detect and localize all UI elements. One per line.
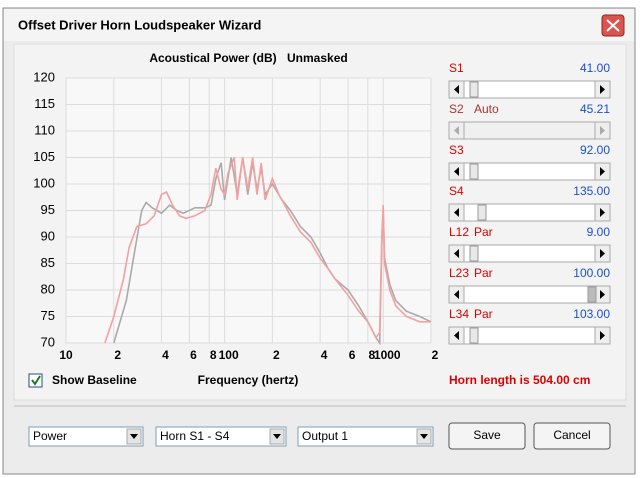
arrow-icon — [600, 167, 605, 176]
y-tick-label: 90 — [41, 228, 55, 243]
button-label[interactable]: Save — [473, 428, 501, 442]
y-tick-label: 80 — [41, 281, 55, 296]
slider-thumb[interactable] — [469, 81, 479, 98]
slider-value: 41.00 — [580, 61, 610, 75]
slider-name: L23 — [449, 266, 469, 280]
dropdown-value[interactable]: Horn S1 - S4 — [160, 429, 230, 443]
y-tick-label: 100 — [33, 175, 55, 190]
checkbox-label[interactable]: Show Baseline — [52, 373, 137, 387]
horn-length: Horn length is 504.00 cm — [449, 373, 590, 387]
y-tick-label: 85 — [41, 255, 55, 270]
button-label[interactable]: Cancel — [553, 428, 590, 442]
arrow-icon — [130, 434, 138, 439]
y-tick-label: 115 — [34, 96, 55, 111]
slider-track[interactable] — [448, 203, 611, 222]
x-tick-label: 1000 — [374, 348, 401, 362]
arrow-icon — [600, 126, 605, 135]
dropdown-value[interactable]: Power — [33, 429, 67, 443]
arrow-icon — [454, 249, 459, 258]
slider-mode: Par — [474, 225, 493, 239]
slider-name: S2 — [449, 102, 464, 116]
arrow-icon — [420, 434, 428, 439]
dropdown[interactable] — [155, 426, 287, 447]
x-axis-label: Frequency (hertz) — [198, 373, 299, 387]
x-tick-label: 100 — [219, 348, 239, 362]
arrow-icon — [273, 434, 281, 439]
arrow-icon — [454, 331, 459, 340]
arrow-icon — [454, 85, 459, 94]
arrow-icon — [454, 290, 459, 299]
slider-value: 9.00 — [587, 225, 611, 239]
chart-title: Acoustical Power (dB) — [149, 51, 276, 65]
arrow-icon — [600, 290, 605, 299]
x-tick-label: 4 — [321, 348, 328, 362]
slider-mode: Par — [474, 266, 493, 280]
slider-track — [448, 121, 611, 140]
slider-thumb[interactable] — [587, 286, 597, 303]
slider-value: 100.00 — [573, 266, 610, 280]
y-tick-label: 70 — [41, 334, 55, 349]
dropdown[interactable] — [297, 426, 434, 447]
arrow-icon — [600, 85, 605, 94]
x-tick-label: 10 — [59, 348, 73, 362]
slider-name: S3 — [449, 143, 464, 157]
slider-thumb[interactable] — [469, 163, 479, 180]
chart-subtitle: Unmasked — [287, 51, 348, 65]
slider-thumb[interactable] — [469, 245, 479, 262]
arrow-icon — [454, 126, 459, 135]
dropdown[interactable] — [28, 426, 144, 447]
button[interactable] — [448, 422, 526, 450]
x-tick-label: 4 — [162, 348, 169, 362]
slider-thumb[interactable] — [469, 327, 479, 344]
slider-name: S4 — [449, 184, 464, 198]
slider-value: 45.21 — [580, 102, 610, 116]
button[interactable] — [533, 422, 611, 450]
y-tick-label: 110 — [34, 122, 55, 137]
slider-mode: Auto — [474, 102, 499, 116]
x-tick-label: 2 — [432, 348, 439, 362]
slider-value: 135.00 — [573, 184, 610, 198]
slider-name: S1 — [449, 61, 464, 75]
close-icon — [606, 19, 620, 32]
slider-name: L12 — [449, 225, 469, 239]
slider-name: L34 — [449, 307, 469, 321]
x-tick-label: 8 — [210, 348, 217, 362]
y-tick-label: 120 — [33, 69, 55, 84]
slider-thumb[interactable] — [477, 204, 487, 221]
title-bar — [4, 9, 634, 41]
slider-mode: Par — [474, 307, 493, 321]
y-tick-label: 75 — [41, 308, 55, 323]
x-tick-label: 6 — [190, 348, 197, 362]
arrow-icon — [600, 331, 605, 340]
x-tick-label: 2 — [273, 348, 280, 362]
window-title: Offset Driver Horn Loudspeaker Wizard — [18, 17, 261, 32]
arrow-icon — [454, 208, 459, 217]
x-tick-label: 8 — [369, 348, 376, 362]
arrow-icon — [600, 249, 605, 258]
slider-value: 92.00 — [580, 143, 610, 157]
arrow-icon — [600, 208, 605, 217]
x-tick-label: 2 — [114, 348, 121, 362]
slider-track[interactable] — [448, 285, 611, 304]
check-mark — [31, 375, 41, 386]
dropdown-value[interactable]: Output 1 — [302, 429, 348, 443]
series-line — [104, 157, 431, 344]
y-tick-label: 105 — [33, 149, 55, 164]
arrow-icon — [454, 167, 459, 176]
slider-value: 103.00 — [573, 307, 610, 321]
x-tick-label: 6 — [349, 348, 356, 362]
y-tick-label: 95 — [41, 202, 55, 217]
